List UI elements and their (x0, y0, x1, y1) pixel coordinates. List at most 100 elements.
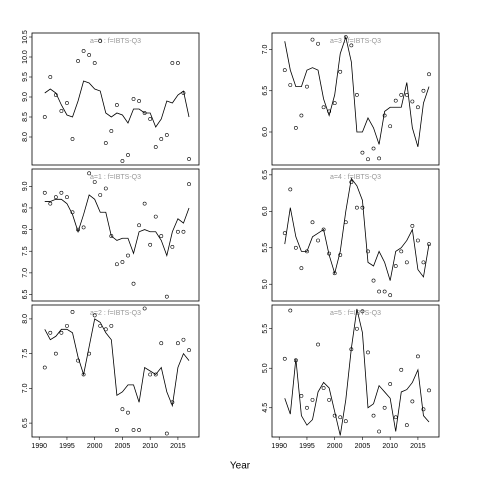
observed-point (42, 115, 47, 119)
observed-point (142, 306, 147, 311)
observed-point (114, 428, 119, 432)
observed-point (92, 180, 97, 184)
y-tick-label: 6.0 (262, 127, 269, 137)
observed-point (288, 83, 293, 87)
observed-point (393, 415, 398, 420)
observed-point (288, 308, 293, 313)
observed-point (305, 405, 309, 410)
observed-point (416, 354, 420, 359)
panel-title: a=1 : f=IBTS-Q3 (90, 174, 141, 181)
observed-point (48, 75, 53, 79)
observed-point (126, 410, 130, 415)
observed-point (131, 281, 136, 286)
panel-frame (31, 304, 200, 438)
observed-point (382, 289, 387, 294)
observed-point (81, 49, 86, 53)
x-tick-label: 2015 (170, 443, 186, 450)
observed-point (310, 220, 315, 225)
observed-point (148, 117, 153, 121)
observed-point (120, 159, 125, 163)
observed-point (293, 245, 298, 250)
observed-point (371, 146, 376, 151)
observed-point (404, 260, 409, 265)
observed-point (354, 205, 359, 210)
observed-point (81, 225, 86, 230)
observed-point (153, 145, 158, 149)
observed-point (360, 309, 365, 314)
observed-point (282, 68, 287, 73)
x-tick-label: 1995 (299, 443, 315, 450)
panel-frame (271, 168, 440, 302)
panel-title: a=4 : f=IBTS-Q3 (330, 174, 381, 181)
observed-point (321, 386, 326, 390)
observed-point (371, 413, 376, 418)
observed-point (427, 388, 431, 393)
observed-point (159, 137, 164, 141)
fitted-line (284, 177, 430, 281)
y-tick-label: 4.5 (262, 403, 269, 413)
x-tick-label: 2010 (142, 443, 158, 450)
observed-point (170, 245, 175, 249)
observed-point (288, 187, 293, 192)
observed-point (65, 195, 69, 200)
x-tick-label: 2005 (355, 443, 371, 450)
observed-point (131, 428, 136, 432)
observed-point (76, 358, 80, 363)
observed-point (164, 294, 169, 299)
observed-point (109, 129, 114, 133)
observed-point (360, 150, 365, 155)
observed-point (142, 201, 147, 206)
panel-frame (31, 32, 200, 166)
observed-point (92, 61, 97, 65)
y-tick-label: 9.5 (22, 72, 29, 82)
observed-point (187, 348, 191, 353)
y-tick-label: 5.5 (262, 324, 269, 334)
observed-point (181, 337, 186, 342)
y-tick-label: 6.5 (22, 290, 29, 300)
observed-point (176, 61, 180, 65)
y-tick-label: 7.0 (262, 45, 269, 55)
observed-point (120, 407, 125, 412)
observed-point (137, 99, 141, 103)
observed-point (131, 97, 136, 101)
observed-point (349, 43, 354, 48)
y-tick-label: 5.0 (262, 363, 269, 373)
observed-point (421, 407, 426, 412)
observed-point (65, 323, 69, 328)
observed-point (321, 105, 326, 110)
observed-point (366, 157, 370, 162)
observed-point (48, 201, 53, 206)
observed-point (310, 37, 315, 42)
observed-point (377, 156, 381, 161)
observed-point (421, 260, 426, 265)
observed-point (103, 186, 108, 191)
observed-point (170, 61, 175, 65)
observed-point (393, 264, 398, 268)
y-tick-label: 8.5 (22, 203, 29, 213)
observed-point (366, 350, 370, 355)
observed-point (92, 313, 97, 318)
y-tick-label: 5.0 (262, 279, 269, 289)
observed-point (148, 242, 153, 247)
x-tick-label: 2010 (382, 443, 398, 450)
x-tick-label: 2000 (327, 443, 343, 450)
fitted-line (44, 194, 190, 257)
observed-point (410, 223, 415, 228)
observed-point (42, 190, 47, 195)
x-tick-label: 2005 (115, 443, 131, 450)
fitted-line (44, 80, 190, 128)
observed-point (159, 234, 164, 238)
observed-point (416, 105, 420, 110)
y-tick-label: 8.0 (22, 314, 29, 324)
observed-point (282, 356, 287, 361)
panel-frame (271, 304, 440, 438)
observed-point (388, 124, 393, 129)
observed-point (310, 397, 315, 402)
y-tick-label: 10.0 (22, 50, 29, 64)
observed-point (338, 415, 343, 420)
observed-point (164, 431, 169, 436)
observed-point (377, 289, 381, 294)
observed-point (382, 405, 387, 410)
observed-point (316, 41, 320, 46)
